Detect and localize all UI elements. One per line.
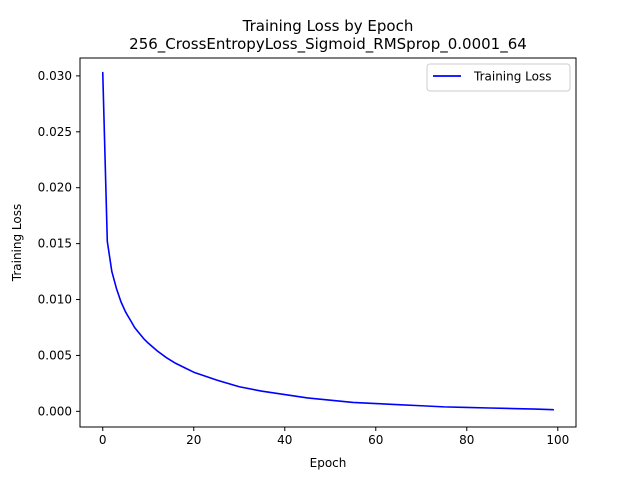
- y-tick-label: 0.025: [38, 125, 72, 139]
- chart-subtitle: 256_CrossEntropyLoss_Sigmoid_RMSprop_0.0…: [129, 35, 527, 54]
- x-tick-label: 20: [186, 433, 201, 447]
- x-tick-label: 100: [546, 433, 569, 447]
- y-tick-label: 0.000: [38, 404, 72, 418]
- x-tick-label: 40: [277, 433, 292, 447]
- legend-box: [426, 63, 571, 92]
- x-tick-label: 60: [368, 433, 383, 447]
- y-axis-label: Training Loss: [10, 204, 24, 282]
- series-layer: [101, 71, 555, 411]
- y-tick-label: 0.010: [38, 293, 72, 307]
- legend-label-training-loss: Training Loss: [473, 70, 551, 84]
- series-line-training-loss: [101, 71, 555, 411]
- x-tick-label: 80: [459, 433, 474, 447]
- chart-title: Training Loss by Epoch: [242, 17, 414, 35]
- legend: Training Loss: [426, 63, 571, 92]
- y-tick-label: 0.020: [38, 181, 72, 195]
- y-tick-label: 0.030: [38, 69, 72, 83]
- x-axis-label: Epoch: [310, 456, 347, 470]
- y-tick-label: 0.005: [38, 348, 72, 362]
- plot-frame: [79, 57, 577, 428]
- x-tick-label: 0: [99, 433, 107, 447]
- y-axis-ticks: 0.000 0.005 0.010 0.015 0.020 0.025 0.030: [38, 69, 80, 418]
- y-tick-label: 0.015: [38, 237, 72, 251]
- x-axis-ticks: 0 20 40 60 80 100: [99, 427, 569, 447]
